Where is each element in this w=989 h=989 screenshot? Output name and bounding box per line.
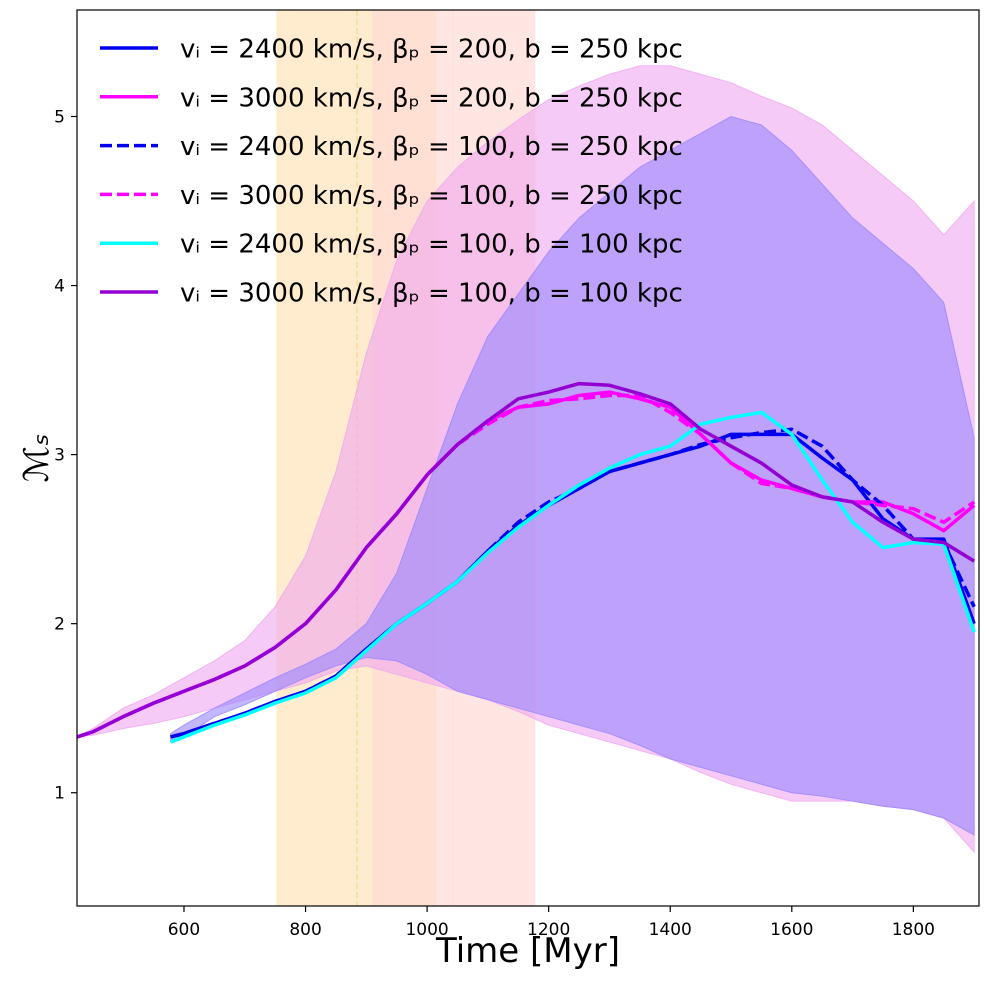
series-line — [77, 393, 976, 739]
x-tick-label: 1800 — [892, 920, 935, 940]
plot-frame — [76, 9, 980, 907]
x-tick-label: 1600 — [770, 920, 813, 940]
legend-label: vᵢ = 3000 km/s, βₚ = 100, b = 100 kpc — [180, 279, 683, 309]
legend: vᵢ = 2400 km/s, βₚ = 200, b = 250 kpc vᵢ … — [100, 35, 683, 309]
legend-label: vᵢ = 2400 km/s, βₚ = 100, b = 250 kpc — [180, 132, 683, 162]
x-tick-label: 600 — [168, 920, 200, 940]
x-tick-label: 1400 — [649, 920, 692, 940]
legend-label: vᵢ = 3000 km/s, βₚ = 100, b = 250 kpc — [180, 181, 683, 211]
y-tick-label: 3 — [54, 446, 65, 466]
y-tick-label: 4 — [54, 277, 65, 297]
legend-label: vᵢ = 2400 km/s, βₚ = 100, b = 100 kpc — [180, 230, 683, 260]
x-tick-label: 1000 — [405, 920, 448, 940]
y-tick-label: 5 — [54, 108, 65, 128]
x-tick-label: 1200 — [527, 920, 570, 940]
legend-label: vᵢ = 3000 km/s, βₚ = 200, b = 250 kpc — [180, 83, 683, 113]
plot-area — [77, 10, 976, 906]
series-line — [77, 381, 976, 739]
y-axis-label: ℳₛ — [17, 433, 57, 482]
y-tick-label: 1 — [54, 784, 65, 804]
legend-label: vᵢ = 2400 km/s, βₚ = 200, b = 250 kpc — [180, 35, 683, 65]
x-axis-label: Time [Myr] — [435, 931, 620, 971]
y-tick-label: 2 — [54, 615, 65, 635]
x-tick-label: 800 — [289, 920, 321, 940]
confidence-band — [170, 115, 975, 836]
